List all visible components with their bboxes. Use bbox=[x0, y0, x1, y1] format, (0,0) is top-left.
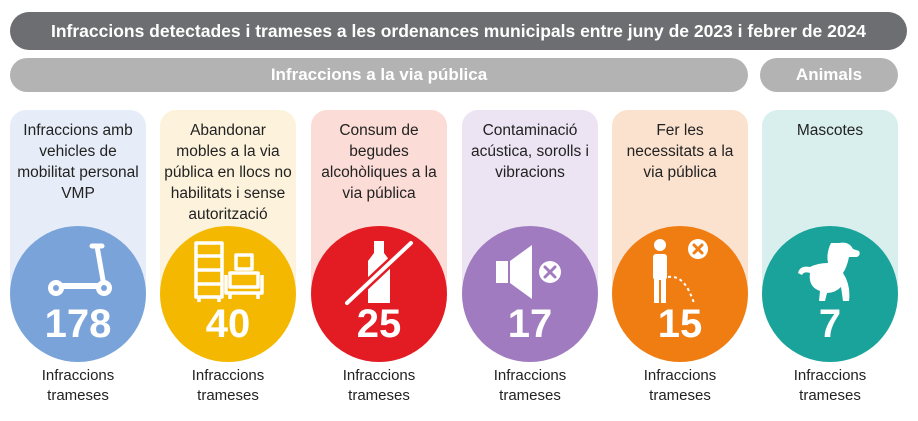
category-label: Infraccions amb vehicles de mobilitat pe… bbox=[17, 122, 139, 202]
group-header-via-publica: Infraccions a la via pública bbox=[10, 58, 748, 92]
category-label: Fer les necessitats a la via pública bbox=[626, 122, 734, 181]
category-footer: Infraccions trameses bbox=[493, 367, 567, 404]
category-footer: Infraccions trameses bbox=[342, 367, 416, 404]
furniture-icon bbox=[194, 241, 264, 302]
category-count: 40 bbox=[205, 302, 251, 346]
category-circle-mascotes: 7 bbox=[762, 226, 898, 362]
dog-icon bbox=[798, 242, 860, 301]
urinating-person-icon bbox=[653, 239, 708, 304]
category-label: Mascotes bbox=[796, 122, 864, 139]
category-count: 7 bbox=[818, 302, 842, 346]
category-label: Contaminació acústica, sorolls i vibraci… bbox=[470, 122, 589, 181]
group-header-animals: Animals bbox=[760, 58, 898, 92]
no-bottle-icon bbox=[343, 239, 415, 307]
category-circle-mobles: 40 bbox=[160, 226, 296, 362]
category-footer: Infraccions trameses bbox=[643, 367, 717, 404]
category-count: 15 bbox=[657, 302, 703, 346]
speaker-mute-icon bbox=[496, 245, 561, 299]
category-circle-soroll: 17 bbox=[462, 226, 598, 362]
category-footer: Infraccions trameses bbox=[793, 367, 867, 404]
category-label: Consum de begudes alcohòliques a la via … bbox=[321, 122, 437, 202]
category-circle-vmp: 178 bbox=[10, 226, 146, 362]
category-circle-alcohol: 25 bbox=[311, 226, 447, 362]
category-circle-necessitats: 15 bbox=[612, 226, 748, 362]
category-count: 178 bbox=[44, 302, 112, 346]
scooter-icon bbox=[48, 243, 112, 296]
category-count: 17 bbox=[507, 302, 553, 346]
category-count: 25 bbox=[356, 302, 402, 346]
category-footer: Infraccions trameses bbox=[41, 367, 115, 404]
category-label: Abandonar mobles a la via pública en llo… bbox=[164, 122, 292, 223]
category-footer: Infraccions trameses bbox=[191, 367, 265, 404]
page-title: Infraccions detectades i trameses a les … bbox=[10, 12, 907, 50]
